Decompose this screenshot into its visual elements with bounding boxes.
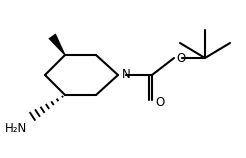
Text: N: N — [122, 69, 131, 82]
Text: H₂N: H₂N — [5, 122, 27, 134]
Polygon shape — [48, 33, 65, 55]
Text: O: O — [176, 52, 185, 64]
Text: O: O — [155, 95, 164, 109]
